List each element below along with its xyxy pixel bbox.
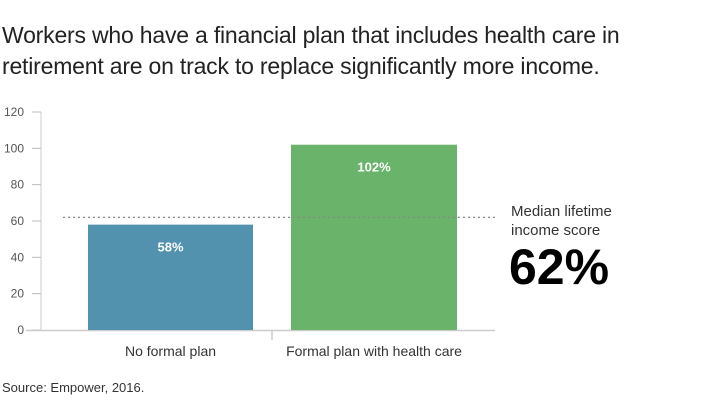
bar-1 — [88, 224, 253, 330]
y-tick-label: 80 — [11, 178, 25, 192]
bar-value-label: 58% — [157, 240, 183, 255]
y-tick-label: 20 — [11, 287, 25, 301]
chart-title: Workers who have a financial plan that i… — [2, 22, 620, 79]
median-label-line1: Median lifetime — [511, 203, 612, 220]
bar-value-label: 102% — [357, 160, 391, 175]
median-label-line2: income score — [511, 222, 601, 239]
category-label: No formal plan — [125, 343, 216, 359]
category-label: Formal plan with health care — [286, 343, 462, 359]
source-note: Source: Empower, 2016. — [2, 380, 145, 395]
y-tick-label: 40 — [11, 250, 25, 264]
y-tick-label: 100 — [4, 141, 24, 155]
bar-2 — [291, 144, 457, 330]
y-tick-label: 60 — [11, 214, 25, 228]
y-tick-label: 120 — [4, 105, 24, 119]
y-tick-label: 0 — [17, 323, 24, 337]
median-label: Median lifetime income score — [511, 202, 612, 240]
median-value: 62% — [509, 239, 610, 295]
